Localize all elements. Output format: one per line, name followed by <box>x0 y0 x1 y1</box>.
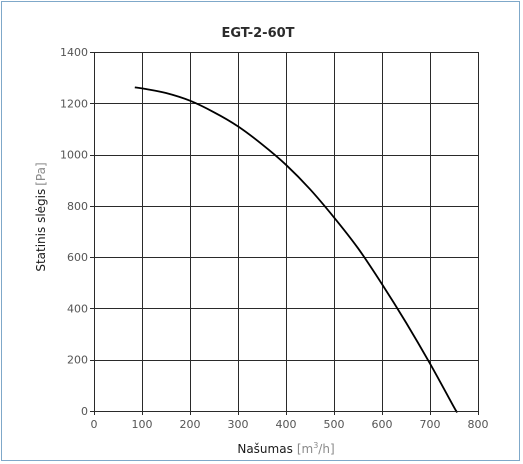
x-tick-label: 400 <box>276 418 297 431</box>
x-tick-label: 500 <box>324 418 345 431</box>
x-tick-label: 0 <box>91 418 98 431</box>
y-tick-label: 1200 <box>60 97 88 110</box>
y-tick-label: 1400 <box>60 46 88 59</box>
y-axis-label-text: Statinis slėgis <box>34 189 48 272</box>
chart-title: EGT-2-60T <box>221 26 294 41</box>
y-tick-label: 800 <box>67 200 88 213</box>
x-axis-label-text: Našumas <box>237 442 292 456</box>
grid-lines <box>90 52 479 415</box>
y-axis-unit: [Pa] <box>34 162 48 185</box>
y-tick-label: 1000 <box>60 149 88 162</box>
y-tick-label: 0 <box>81 405 88 418</box>
y-tick-label: 600 <box>67 251 88 264</box>
x-tick-label: 200 <box>180 418 201 431</box>
x-axis-unit-suffix: /h] <box>318 442 334 456</box>
x-tick-label: 100 <box>132 418 153 431</box>
x-axis-label: Našumas [m3/h] <box>237 441 334 456</box>
x-axis-unit-prefix: [m <box>297 442 313 456</box>
x-tick-label: 600 <box>372 418 393 431</box>
y-axis-label: Statinis slėgis [Pa] <box>34 162 48 271</box>
y-tick-label: 400 <box>67 302 88 315</box>
x-tick-label: 800 <box>468 418 489 431</box>
x-tick-label: 700 <box>420 418 441 431</box>
y-tick-labels: 0 200 400 600 800 1000 1200 1400 <box>60 46 88 418</box>
y-tick-label: 200 <box>67 354 88 367</box>
x-tick-labels: 0 100 200 300 400 500 600 700 800 <box>91 418 489 431</box>
x-tick-label: 300 <box>228 418 249 431</box>
series-line <box>134 86 458 413</box>
x-axis-unit-superscript: 3 <box>313 441 318 450</box>
